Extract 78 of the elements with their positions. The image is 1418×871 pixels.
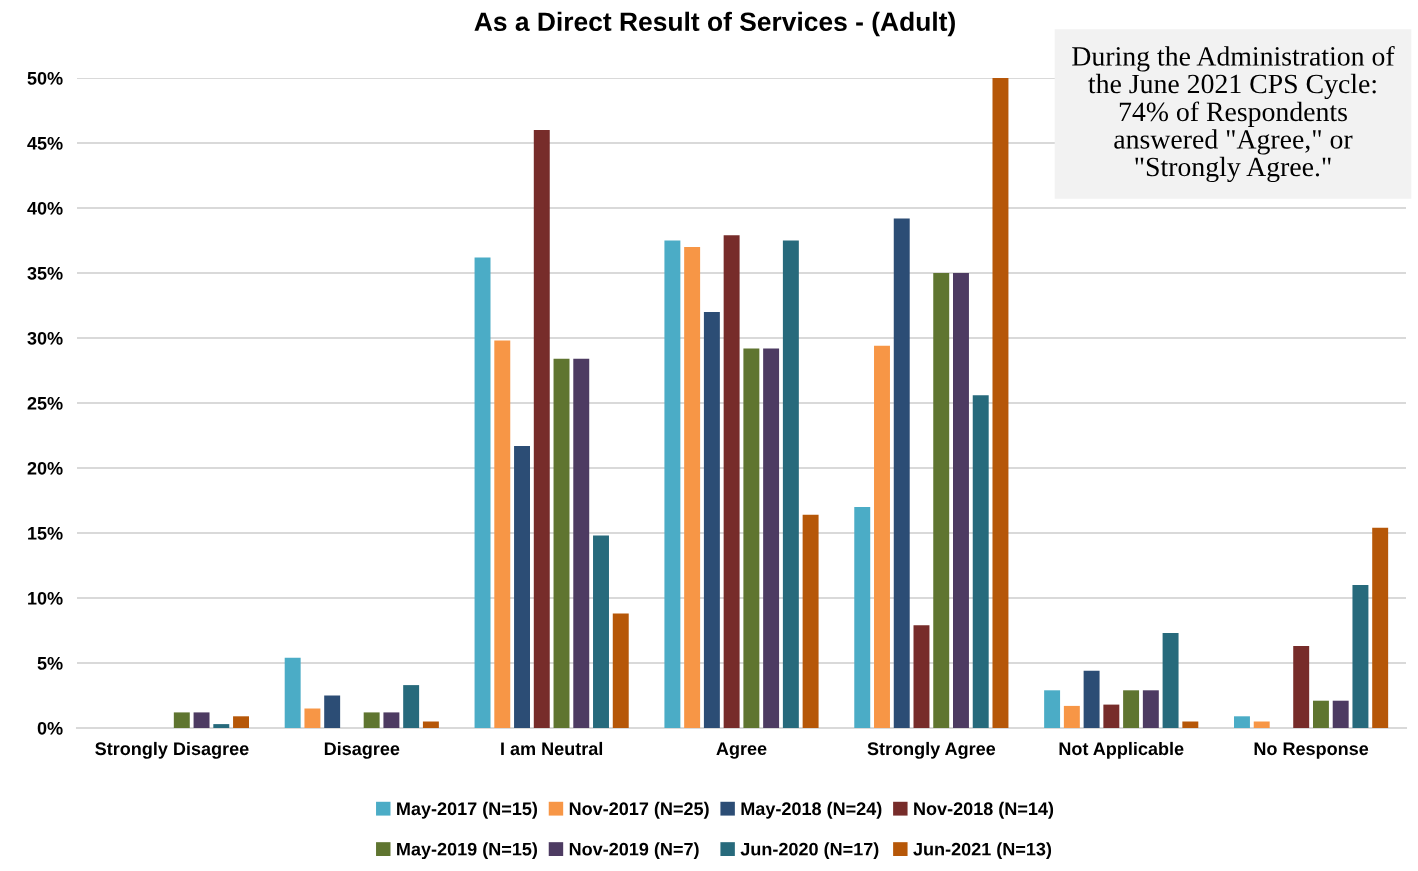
y-tick-label: 10% — [28, 591, 63, 605]
legend-label: Jun-2021 (N=13) — [913, 842, 1052, 860]
bar — [612, 613, 629, 728]
bar — [684, 247, 701, 728]
bar — [1123, 690, 1140, 728]
bar — [1372, 527, 1389, 728]
annotation: During the Administration of the June 2021 CPS Cycle: 74% of Respondents answered "Agree," or "Strongly Agree." — [1072, 45, 1395, 183]
bar — [664, 240, 681, 728]
x-tick-label: Agree — [716, 742, 767, 759]
x-tick-label: Not Applicable — [1059, 741, 1184, 759]
bar — [383, 712, 400, 728]
bar — [953, 273, 969, 728]
bar — [363, 712, 380, 728]
y-tick-label: 25% — [27, 396, 63, 410]
bar — [893, 218, 910, 728]
bar — [593, 535, 609, 728]
bar — [1253, 721, 1270, 728]
bar — [763, 348, 780, 728]
bar — [743, 348, 760, 728]
legend-label: May-2018 (N=24) — [741, 801, 882, 819]
bar — [703, 312, 720, 728]
bar — [553, 358, 570, 728]
legend-label: Nov-2019 (N=7) — [569, 842, 699, 860]
y-tick-label: 50% — [27, 71, 63, 85]
bar — [913, 625, 930, 728]
y-tick-label: 30% — [27, 331, 63, 345]
bar — [324, 695, 341, 728]
x-tick-label: Strongly Agree — [867, 741, 996, 759]
bar — [1162, 633, 1179, 728]
bar — [173, 712, 190, 728]
y-tick-label: 40% — [27, 201, 63, 215]
bar — [573, 358, 590, 728]
bar — [403, 685, 420, 728]
legend-label: Nov-2017 (N=25) — [569, 801, 709, 819]
bar — [422, 721, 439, 728]
bar — [874, 345, 890, 728]
bar — [1103, 704, 1120, 728]
bar — [723, 235, 740, 728]
bar — [474, 257, 491, 728]
bar — [1293, 646, 1310, 728]
legend-label: Nov-2018 (N=14) — [914, 801, 1054, 819]
bar — [1233, 716, 1250, 728]
bar — [972, 395, 989, 728]
bar — [494, 340, 511, 728]
bar — [933, 273, 950, 728]
y-tick-label: 35% — [27, 266, 63, 280]
y-tick-label: 5% — [37, 656, 63, 670]
bar — [533, 130, 550, 728]
x-tick-label: Disagree — [324, 741, 400, 759]
legend-label: May-2019 (N=15) — [397, 842, 538, 860]
bar — [514, 445, 530, 728]
y-tick-label: 45% — [27, 136, 63, 150]
bar — [1142, 690, 1159, 728]
bar — [1182, 721, 1199, 728]
chart-title: As a Direct Result of Services - (Adult) — [474, 11, 955, 37]
bar — [1332, 700, 1349, 728]
bar — [1352, 585, 1369, 728]
bar — [992, 78, 1009, 728]
y-tick-label: 0% — [37, 721, 63, 735]
bar — [854, 507, 871, 728]
y-tick-label: 15% — [28, 526, 63, 540]
bar — [782, 240, 799, 728]
bar — [802, 514, 819, 728]
bar — [193, 712, 210, 728]
bar — [284, 657, 301, 728]
bar — [1312, 700, 1329, 728]
bar — [1083, 670, 1100, 728]
bar — [304, 708, 321, 728]
bar — [233, 716, 250, 728]
x-tick-label: Strongly Disagree — [95, 741, 249, 759]
bar — [1063, 705, 1080, 728]
x-tick-label: No Response — [1254, 742, 1369, 759]
x-tick-label: I am Neutral — [501, 741, 603, 756]
legend-label: May-2017 (N=15) — [397, 801, 538, 819]
bar — [1044, 690, 1061, 728]
y-tick-label: 20% — [27, 461, 63, 475]
legend-label: Jun-2020 (N=17) — [740, 842, 879, 860]
bar — [213, 724, 230, 728]
